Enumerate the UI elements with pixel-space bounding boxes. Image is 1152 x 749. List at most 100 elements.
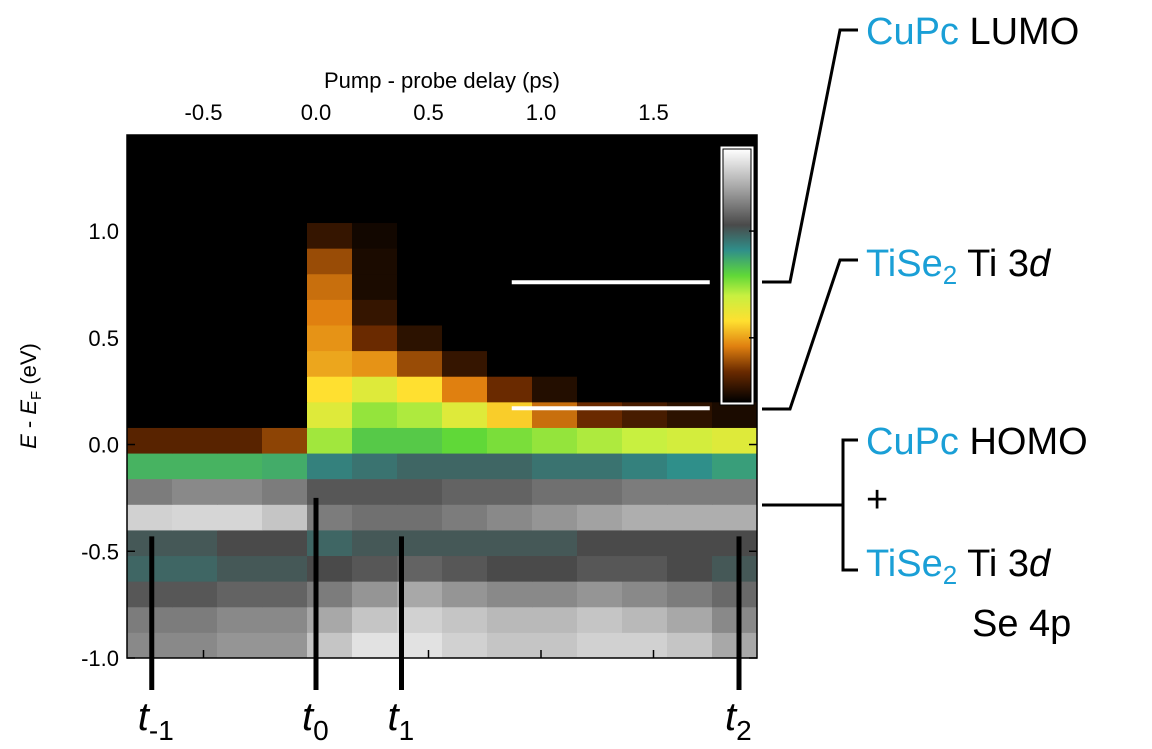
annotation: +: [866, 479, 888, 521]
heatmap-cell: [262, 453, 308, 480]
heatmap-cell: [577, 504, 623, 531]
heatmap-cell: [577, 299, 623, 326]
heatmap-cell: [532, 350, 578, 377]
heatmap-cell: [487, 504, 533, 531]
plot-frame: [126, 134, 758, 659]
bracket: [841, 438, 858, 572]
connector: [762, 258, 858, 411]
heatmap-cell: [442, 427, 488, 454]
heatmap-cell: [397, 581, 443, 608]
heatmap-cell: [577, 376, 623, 403]
heatmap-cell: [262, 171, 308, 198]
heatmap-cell: [442, 632, 488, 659]
time-marker-symbol: t: [302, 695, 315, 739]
heatmap-cell: [172, 504, 218, 531]
heatmap-cell: [577, 222, 623, 249]
heatmap-cell: [712, 529, 758, 557]
heatmap-cell: [442, 529, 488, 557]
heatmap-cell: [172, 606, 218, 633]
heatmap-cell: [397, 529, 443, 557]
heatmap-cell: [217, 222, 263, 249]
heatmap-cell: [397, 196, 443, 224]
heatmap-cell: [172, 273, 218, 300]
heatmap-cell: [352, 555, 398, 582]
heatmap-cell: [397, 376, 443, 403]
connector: [762, 28, 858, 284]
heatmap-cell: [622, 324, 668, 352]
heatmap-cell: [532, 581, 578, 608]
annotation: Se 4p: [972, 603, 1071, 645]
heatmap-cell: [667, 427, 713, 454]
heatmap-cell: [352, 248, 398, 275]
heatmap-cell: [352, 171, 398, 198]
heatmap-cell: [352, 145, 398, 172]
heatmap-cell: [667, 555, 713, 582]
heatmap-cell: [127, 222, 173, 249]
heatmap-cell: [622, 299, 668, 326]
heatmap-cell: [712, 453, 758, 480]
annotation: TiSe2 Ti 3d: [866, 243, 1052, 290]
heatmap-cell: [577, 427, 623, 454]
heatmap-cell: [307, 401, 353, 428]
heatmap-cell: [442, 248, 488, 275]
heatmap-cell: [217, 248, 263, 275]
heatmap-cell: [262, 606, 308, 633]
heatmap-cell: [172, 196, 218, 224]
heatmap-cell: [127, 171, 173, 198]
heatmap-cell: [127, 248, 173, 275]
heatmap-cell: [667, 581, 713, 608]
heatmap-cell: [397, 248, 443, 275]
heatmap-cell: [532, 248, 578, 275]
heatmap-cell: [217, 299, 263, 326]
heatmap-cell: [262, 401, 308, 428]
heatmap-cell: [307, 273, 353, 300]
heatmap-cell: [307, 324, 353, 352]
heatmap-cell: [397, 453, 443, 480]
annotation: CuPc LUMO: [866, 11, 1079, 53]
heatmap-cell: [622, 529, 668, 557]
heatmap-cell: [487, 453, 533, 480]
heatmap-cell: [442, 581, 488, 608]
heatmap-cell: [262, 376, 308, 403]
heatmap-cell: [217, 324, 263, 352]
heatmap-cell: [532, 529, 578, 557]
heatmap-cell: [667, 606, 713, 633]
heatmap-cell: [577, 324, 623, 352]
heatmap-cell: [487, 606, 533, 633]
heatmap-cell: [667, 196, 713, 224]
heatmap-cell: [487, 555, 533, 582]
heatmap-cell: [217, 529, 263, 557]
heatmap-cell: [532, 196, 578, 224]
heatmap-cell: [622, 555, 668, 582]
time-marker-subscript: 0: [313, 715, 329, 746]
heatmap-cell: [172, 478, 218, 505]
heatmap-cell: [487, 222, 533, 249]
heatmap-cell: [712, 504, 758, 531]
y-axis-label: E - EF (eV): [16, 343, 45, 449]
heatmap-cell: [307, 171, 353, 198]
annotation: CuPc HOMO: [866, 421, 1088, 463]
heatmap-cell: [397, 632, 443, 659]
heatmap-cell: [442, 273, 488, 300]
heatmap-cell: [487, 273, 533, 300]
heatmap-cell: [262, 324, 308, 352]
heatmap-cell: [397, 299, 443, 326]
time-marker-label: t2: [725, 695, 752, 746]
heatmap-cell: [532, 478, 578, 505]
heatmap-cell: [217, 350, 263, 377]
heatmap-cell: [487, 248, 533, 275]
heatmap-cell: [172, 453, 218, 480]
heatmap-cell: [352, 222, 398, 249]
heatmap-cell: [352, 606, 398, 633]
heatmap-cell: [532, 273, 578, 300]
heatmap-cell: [577, 606, 623, 633]
heatmap-cell: [127, 427, 173, 454]
y-tick-label: 1.0: [88, 219, 119, 244]
heatmap-cell: [172, 248, 218, 275]
heatmap-cell: [667, 222, 713, 249]
heatmap-cell: [487, 196, 533, 224]
heatmap-cell: [397, 478, 443, 505]
heatmap-cell: [262, 504, 308, 531]
heatmap-cell: [442, 350, 488, 377]
heatmap-cell: [352, 453, 398, 480]
